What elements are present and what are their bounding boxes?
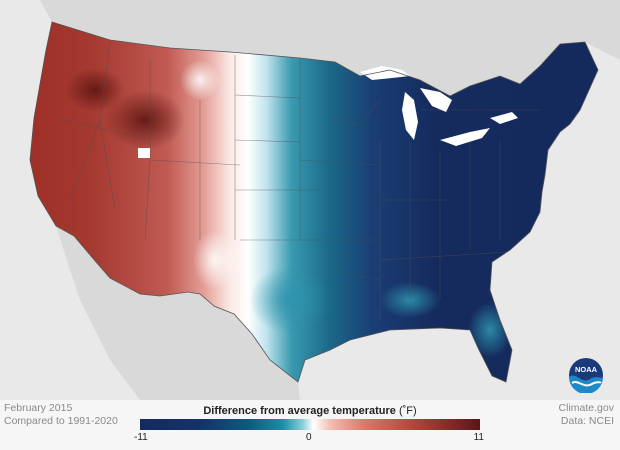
legend-min-label: -11 xyxy=(134,432,148,443)
noaa-logo-text: NOAA xyxy=(575,365,598,374)
us-outline xyxy=(29,21,599,383)
canada-land xyxy=(40,0,620,96)
legend-unit: (˚F) xyxy=(398,405,417,417)
noaa-logo-icon: NOAA xyxy=(568,357,604,394)
temperature-anomaly-map xyxy=(0,0,620,400)
mexico-land xyxy=(56,226,300,400)
color-legend: Difference from average temperature (˚F)… xyxy=(134,403,484,444)
source-data: Data: NCEI xyxy=(560,415,614,427)
source-credits: Climate.gov Data: NCEI xyxy=(559,402,614,428)
legend-mid-label: 0 xyxy=(306,432,312,443)
map-baseline: Compared to 1991-2020 xyxy=(4,415,118,427)
legend-title-text: Difference from average temperature xyxy=(203,405,396,417)
legend-ticks: -11 0 11 xyxy=(134,430,484,444)
legend-color-bar xyxy=(140,419,480,430)
great-salt-lake xyxy=(138,148,150,158)
map-date: February 2015 xyxy=(4,402,73,414)
source-site: Climate.gov xyxy=(558,402,614,414)
great-lakes xyxy=(360,66,518,146)
map-svg xyxy=(29,0,620,400)
legend-title: Difference from average temperature (˚F) xyxy=(140,403,480,419)
map-caption: February 2015 Compared to 1991-2020 xyxy=(4,402,118,428)
legend-max-label: 11 xyxy=(473,432,484,443)
